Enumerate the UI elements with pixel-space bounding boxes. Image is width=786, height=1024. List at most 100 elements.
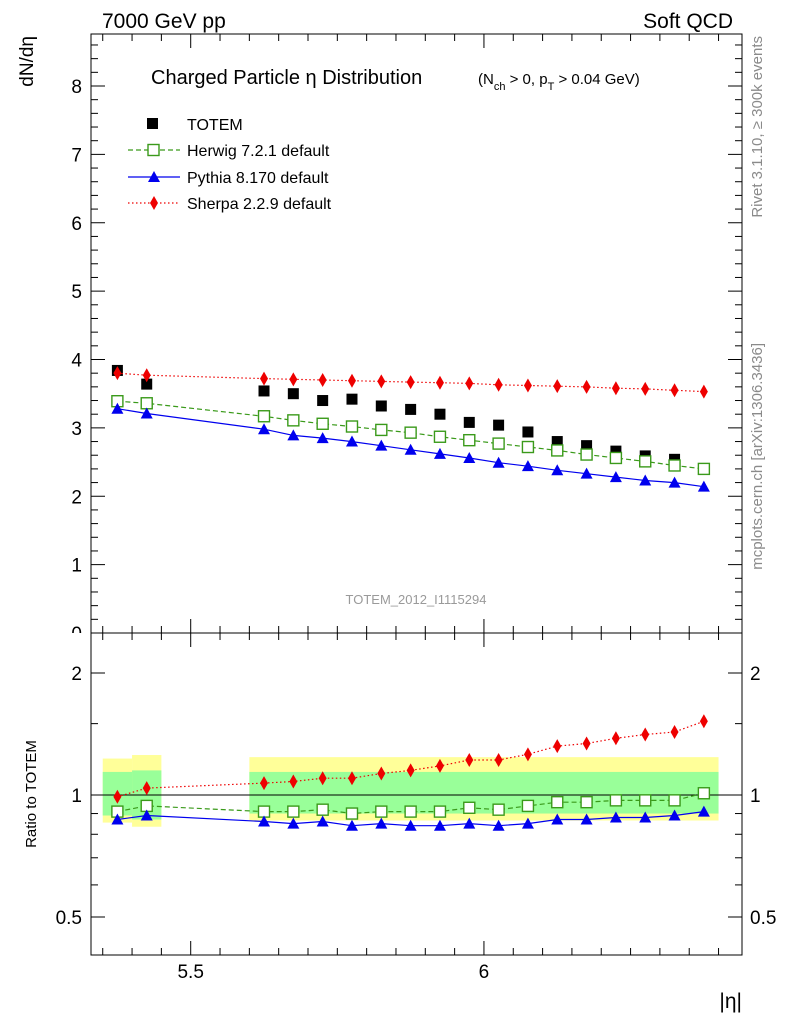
main-point-totem — [493, 419, 505, 431]
main-point-pythia-8-170-default — [316, 432, 329, 444]
legend-label-herwig: Herwig 7.2.1 default — [187, 143, 330, 160]
ratio-y-tick-labels: 0.5 0.5 1 1 2 2 — [56, 664, 777, 929]
rivet-version-label: Rivet 3.1.10, ≥ 300k events — [749, 36, 766, 218]
header-right-label: Soft QCD — [643, 10, 733, 33]
main-point-herwig-7-2-1-default — [287, 414, 300, 427]
ratio-point-pythia-8-170-default — [375, 817, 388, 829]
ratio-line-sherpa-2-2-9-default — [117, 720, 705, 798]
main-point-herwig-7-2-1-default — [404, 426, 417, 439]
ratio-point-herwig-7-2-1-default — [492, 803, 505, 816]
legend-label-sherpa: Sherpa 2.2.9 default — [187, 196, 332, 213]
main-point-sherpa-2-2-9-default — [582, 379, 591, 394]
main-point-sherpa-2-2-9-default — [377, 374, 386, 389]
main-point-pythia-8-170-default — [140, 407, 153, 419]
main-point-pythia-8-170-default — [492, 456, 505, 468]
title-cuts-sub1: ch — [494, 81, 506, 93]
ratio-point-herwig-7-2-1-default — [463, 801, 476, 814]
main-point-pythia-8-170-default — [639, 474, 652, 486]
x-tick-label: 5.5 — [177, 962, 203, 983]
title-cuts-part2: > 0, p — [505, 71, 547, 88]
ratio-point-pythia-8-170-default — [551, 813, 564, 825]
ratio-point-herwig-7-2-1-default — [287, 805, 300, 818]
main-point-sherpa-2-2-9-default — [260, 371, 269, 386]
ratio-point-pythia-8-170-default — [433, 819, 446, 831]
y-tick-label: 1 — [71, 556, 82, 577]
legend-marker-sherpa — [150, 196, 158, 210]
main-point-herwig-7-2-1-default — [639, 455, 652, 468]
legend-marker-pythia — [148, 171, 160, 182]
ratio-point-sherpa-2-2-9-default — [289, 774, 298, 789]
y-tick-label: 6 — [71, 214, 82, 235]
main-point-sherpa-2-2-9-default — [523, 378, 532, 393]
ratio-point-pythia-8-170-default — [580, 813, 593, 825]
ratio-point-pythia-8-170-default — [111, 813, 124, 825]
main-series-layer — [111, 364, 711, 492]
chart-title: Charged Particle η Distribution — [151, 67, 422, 89]
y-tick-label: 2 — [71, 487, 82, 508]
legend-label-pythia: Pythia 8.170 default — [187, 170, 329, 187]
main-point-sherpa-2-2-9-default — [406, 375, 415, 390]
main-point-pythia-8-170-default — [345, 435, 358, 447]
main-point-herwig-7-2-1-default — [580, 448, 593, 461]
ratio-point-herwig-7-2-1-default — [551, 795, 564, 809]
ratio-point-herwig-7-2-1-default — [404, 805, 417, 818]
legend-label-totem: TOTEM — [187, 117, 243, 134]
ratio-point-pythia-8-170-default — [345, 819, 358, 831]
ratio-point-sherpa-2-2-9-default — [435, 758, 444, 773]
main-point-herwig-7-2-1-default — [375, 423, 388, 437]
main-line-sherpa-2-2-9-default — [117, 372, 704, 393]
ratio-point-sherpa-2-2-9-default — [113, 789, 122, 804]
main-point-herwig-7-2-1-default — [463, 433, 476, 447]
legend-marker-totem — [147, 118, 158, 129]
y-tick-label-zero: 0 — [71, 624, 82, 645]
title-cuts-part1: (N — [478, 71, 494, 88]
main-point-pythia-8-170-default — [580, 467, 593, 479]
main-point-totem — [581, 440, 593, 452]
ratio-y-tick-label-right: 0.5 — [750, 908, 776, 929]
ratio-point-pythia-8-170-default — [140, 809, 153, 821]
ratio-point-herwig-7-2-1-default — [433, 805, 447, 818]
mcplots-label: mcplots.cern.ch [arXiv:1306.3436] — [749, 343, 766, 570]
title-cuts-sub2: T — [548, 81, 555, 93]
ratio-point-sherpa-2-2-9-default — [494, 753, 503, 768]
main-point-sherpa-2-2-9-default — [113, 366, 122, 381]
main-axis-ticks — [91, 34, 742, 634]
ratio-point-pythia-8-170-default — [492, 819, 505, 831]
y-tick-label: 4 — [71, 351, 82, 372]
main-point-totem — [258, 385, 270, 397]
ratio-point-sherpa-2-2-9-default — [699, 714, 708, 729]
y-tick-label: 5 — [71, 282, 82, 303]
ratio-y-tick-label-left: 2 — [71, 664, 82, 685]
ratio-point-pythia-8-170-default — [463, 817, 476, 829]
main-point-pythia-8-170-default — [404, 443, 417, 455]
ratio-point-herwig-7-2-1-default — [668, 794, 681, 807]
ratio-point-herwig-7-2-1-default — [639, 794, 652, 807]
main-y-axis-label: dN/dη — [17, 36, 38, 87]
main-point-sherpa-2-2-9-default — [641, 381, 650, 396]
x-tick-label: 6 — [479, 962, 490, 983]
legend: TOTEM Herwig 7.2.1 default Pythia 8.170 … — [128, 117, 332, 213]
main-plot: 1 2 3 4 5 6 7 8 0 — [71, 33, 743, 645]
ratio-point-sherpa-2-2-9-default — [611, 731, 620, 746]
title-cuts-part3: > 0.04 GeV) — [554, 71, 639, 88]
main-point-pythia-8-170-default — [375, 439, 388, 451]
main-point-herwig-7-2-1-default — [140, 397, 153, 410]
main-point-herwig-7-2-1-default — [697, 462, 711, 476]
ratio-point-sherpa-2-2-9-default — [670, 725, 679, 740]
main-point-sherpa-2-2-9-default — [553, 379, 562, 394]
ratio-point-sherpa-2-2-9-default — [582, 736, 591, 751]
ratio-point-sherpa-2-2-9-default — [377, 766, 386, 781]
ratio-axis-ticks — [91, 633, 742, 955]
y-tick-label: 3 — [71, 419, 82, 440]
ratio-point-pythia-8-170-default — [287, 817, 300, 829]
main-point-herwig-7-2-1-default — [257, 410, 271, 423]
main-point-totem — [405, 403, 417, 415]
ratio-point-pythia-8-170-default — [316, 815, 329, 827]
x-axis-label: |η| — [719, 990, 742, 1013]
main-point-sherpa-2-2-9-default — [142, 368, 151, 383]
ratio-point-sherpa-2-2-9-default — [523, 747, 532, 762]
main-point-totem — [522, 426, 534, 438]
x-tick-labels: 5.5 6 — [177, 962, 489, 983]
ratio-point-sherpa-2-2-9-default — [465, 753, 474, 768]
